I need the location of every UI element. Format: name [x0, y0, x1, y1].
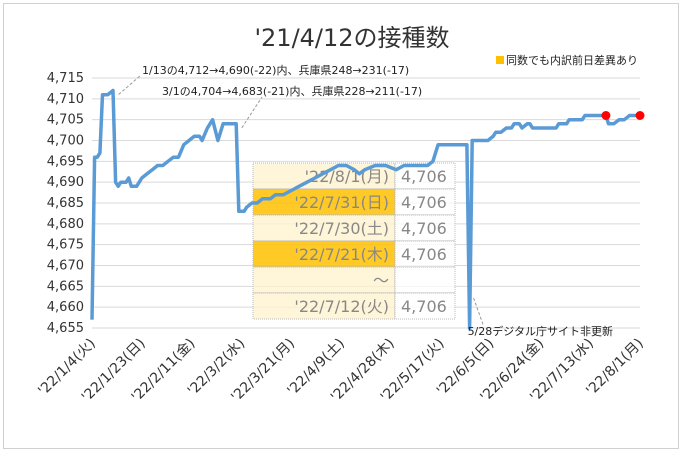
- table-value-cell: [394, 292, 456, 320]
- table-date: ～: [373, 271, 389, 290]
- table-date-cell: [252, 240, 396, 268]
- annotation-text: 1/13の4,712→4,690(-22)内、兵庫県248→231(-17): [142, 63, 409, 77]
- table-value-cell: [394, 266, 456, 294]
- y-tick-label: 4,675: [47, 238, 84, 253]
- table-value: 4,706: [401, 167, 447, 186]
- table-date: '22/7/31(日): [294, 193, 389, 212]
- annotation-leader: [473, 297, 485, 327]
- table-value: 4,706: [401, 193, 447, 212]
- table-date: '22/7/30(土): [294, 219, 389, 238]
- table-value: 4,706: [401, 245, 447, 264]
- legend: 同数でも内訳前日差異あり: [496, 53, 638, 67]
- table-value-cell: [394, 188, 456, 216]
- annotation-text: 5/28デジタル庁サイト非更新: [468, 324, 613, 338]
- table-date-cell: [252, 292, 396, 320]
- table-value-cell: [394, 240, 456, 268]
- legend-swatch: [496, 56, 504, 64]
- red-marker: [601, 111, 611, 120]
- y-tick-label: 4,655: [47, 321, 84, 336]
- y-tick-labels: 4,655 4,660 4,665 4,670 4,675 4,680 4,685 4,690…: [47, 71, 84, 336]
- series-group: [90, 88, 640, 330]
- table-value: 4,706: [401, 219, 447, 238]
- data-table: '22/8/1(月) 4,706'22/7/31(日) 4,706'22/7/30(…: [252, 162, 456, 320]
- y-tick-label: 4,715: [47, 71, 84, 86]
- annotation-leader: [241, 96, 263, 129]
- table-value-cell: [394, 162, 456, 190]
- y-tick-label: 4,670: [47, 259, 84, 274]
- y-tick-label: 4,700: [47, 134, 84, 149]
- y-tick-label: 4,710: [47, 92, 84, 107]
- annotations: 1/13の4,712→4,690(-22)内、兵庫県248→231(-17) 3/…: [118, 63, 613, 338]
- y-tick-label: 4,680: [47, 217, 84, 232]
- y-tick-label: 4,695: [47, 154, 84, 169]
- table-value: 4,706: [401, 297, 447, 316]
- legend-label: 同数でも内訳前日差異あり: [506, 53, 638, 67]
- y-tick-label: 4,665: [47, 279, 84, 294]
- table-value-cell: [394, 214, 456, 242]
- table-date: '22/7/21(木): [294, 245, 389, 264]
- chart-title: '21/4/12の接種数: [254, 24, 449, 52]
- table-date: '22/7/12(火): [294, 297, 389, 316]
- series-line: [90, 88, 640, 330]
- y-tick-label: 4,690: [47, 175, 84, 190]
- y-tick-label: 4,660: [47, 300, 84, 315]
- annotation-text: 3/1の4,704→4,683(-21)内、兵庫県228→211(-17): [162, 84, 422, 98]
- y-tick-label: 4,705: [47, 113, 84, 128]
- y-tick-label: 4,685: [47, 196, 84, 211]
- annotation-leader: [118, 75, 141, 95]
- table-date-cell: [252, 266, 396, 294]
- table-date-cell: [252, 214, 396, 242]
- red-markers: [601, 111, 645, 120]
- red-marker: [635, 111, 645, 120]
- x-tick-labels: '22/1/4(火)'22/1/23(日)'22/2/11(金)'22/3/2(…: [35, 336, 647, 406]
- y-gridlines: [92, 77, 640, 329]
